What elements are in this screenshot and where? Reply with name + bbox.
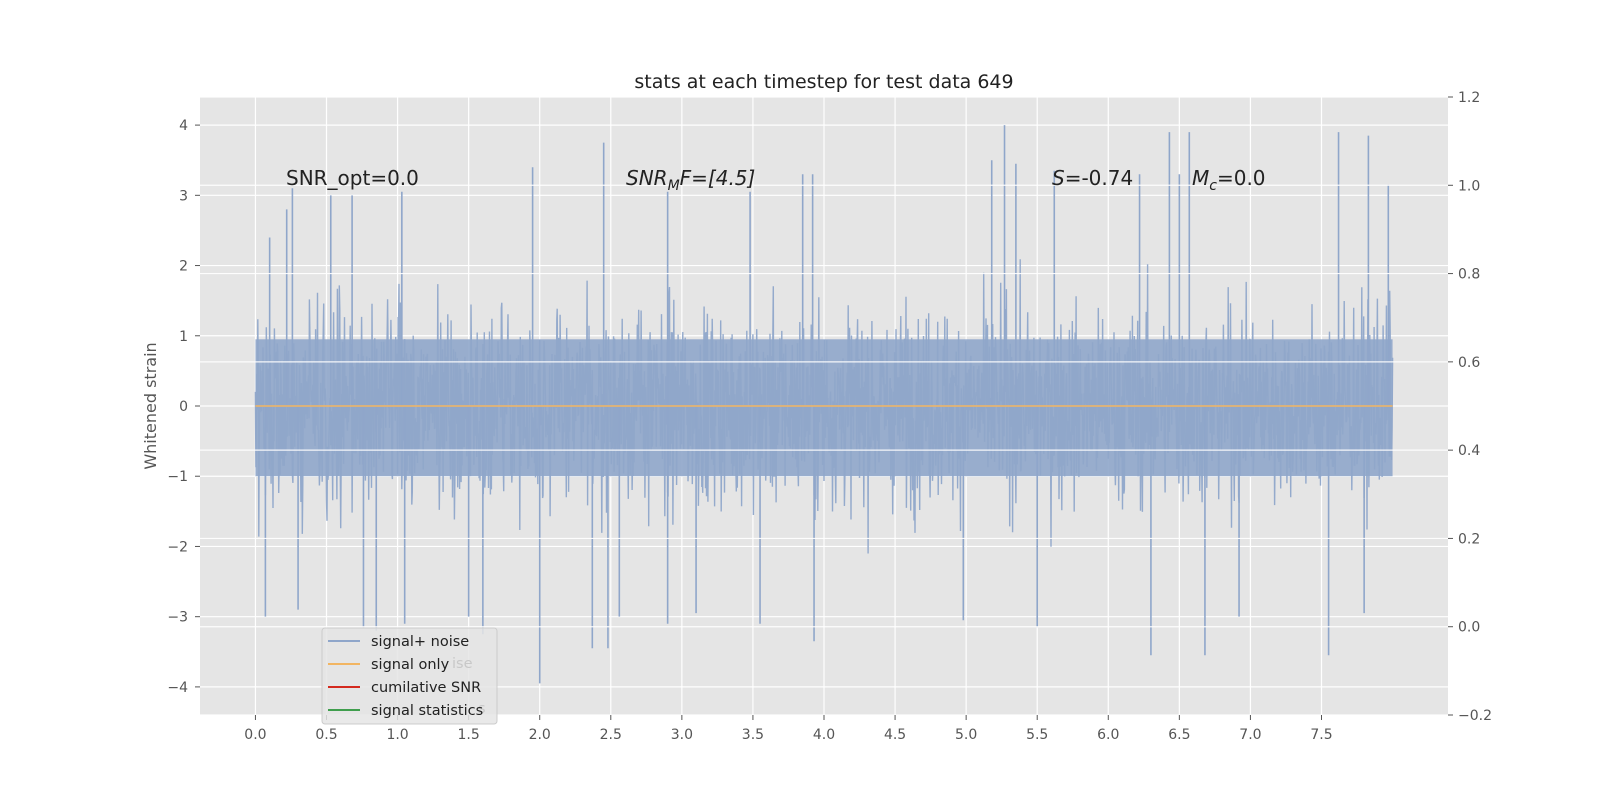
legend-box (321, 627, 498, 725)
annotation-snr-mf-sub: M (668, 178, 680, 194)
x-tick-label: 2.0 (529, 727, 551, 743)
legend-label-cumilative-snr: cumilative SNR (371, 680, 481, 696)
y2-axis-ticks: −0.2 0.0 0.2 0.4 0.6 0.8 1.0 1.2 (1448, 90, 1492, 724)
x-tick-label: 6.5 (1168, 727, 1190, 743)
y-axis-ticks: −4 −3 −2 −1 0 1 2 3 4 (167, 118, 200, 696)
x-tick-label: 4.5 (884, 727, 906, 743)
x-axis-ticks: 0.0 0.5 1.0 1.5 2.0 2.5 3.0 3.5 4.0 4.5 5.0 5.5 6.0 6… (244, 715, 1333, 743)
y-tick-label: −1 (167, 469, 188, 485)
y-tick-label: −3 (167, 610, 188, 626)
x-tick-label: 7.5 (1310, 727, 1332, 743)
annotation-mc: Mc=0.0 (1192, 166, 1266, 194)
y2-gridlines (200, 96, 1448, 716)
y-tick-label: −2 (167, 539, 188, 555)
annotation-snr-mf-f: F=[4.5] (680, 166, 756, 190)
y-tick-label: 0 (179, 399, 188, 415)
y-tick-label: 2 (179, 259, 188, 275)
y2-tick-label: 0.0 (1458, 620, 1480, 636)
annotation-mc-main: M (1192, 166, 1209, 190)
y2-tick-label: 0.4 (1458, 443, 1480, 459)
x-tick-label: 3.5 (742, 727, 764, 743)
y-tick-label: 4 (179, 118, 188, 134)
x-tick-label: 6.0 (1097, 727, 1119, 743)
annotation-mc-sub: c (1209, 178, 1217, 194)
legend-ghost-text-2: s (478, 701, 486, 717)
y2-tick-label: 1.0 (1458, 178, 1480, 194)
annotation-snr-mf: SNRMF=[4.5] (626, 166, 755, 194)
x-tick-label: 0.5 (315, 727, 337, 743)
signal-noise-core (255, 339, 1393, 477)
x-tick-label: 1.0 (386, 727, 408, 743)
y-tick-label: 3 (179, 188, 188, 204)
annotation-snr-opt: SNR_opt=0.0 (286, 166, 419, 190)
legend: ise s signal+ noise signal only cumilati… (321, 627, 498, 725)
y2-tick-label: 1.2 (1458, 90, 1480, 106)
annotation-s: S=-0.74 (1052, 166, 1133, 190)
legend-label-signal-only: signal only (371, 657, 450, 673)
y-tick-label: 1 (179, 329, 188, 345)
x-tick-label: 5.0 (955, 727, 977, 743)
y-axis-label: Whitened strain (141, 342, 160, 469)
x-tick-label: 4.0 (813, 727, 835, 743)
y2-tick-label: 0.6 (1458, 355, 1480, 371)
x-tick-label: 1.5 (458, 727, 480, 743)
x-tick-label: 2.5 (600, 727, 622, 743)
legend-label-signal-noise: signal+ noise (371, 634, 469, 650)
annotation-s-value: =-0.74 (1065, 166, 1134, 190)
annotation-mc-value: =0.0 (1217, 166, 1266, 190)
x-tick-label: 5.5 (1026, 727, 1048, 743)
y2-tick-label: 0.2 (1458, 531, 1480, 547)
y-tick-label: −4 (167, 680, 188, 696)
x-tick-label: 3.0 (671, 727, 693, 743)
y2-tick-label: 0.8 (1458, 267, 1480, 283)
chart-title: stats at each timestep for test data 649 (634, 71, 1013, 93)
y2-tick-label: −0.2 (1458, 708, 1492, 724)
x-tick-label: 7.0 (1239, 727, 1261, 743)
annotation-snr-mf-main: SNR (626, 166, 668, 190)
legend-label-signal-statistics: signal statistics (371, 703, 483, 719)
annotation-s-symbol: S (1052, 166, 1065, 190)
x-tick-label: 0.0 (244, 727, 266, 743)
legend-ghost-text-1: ise (452, 656, 473, 672)
